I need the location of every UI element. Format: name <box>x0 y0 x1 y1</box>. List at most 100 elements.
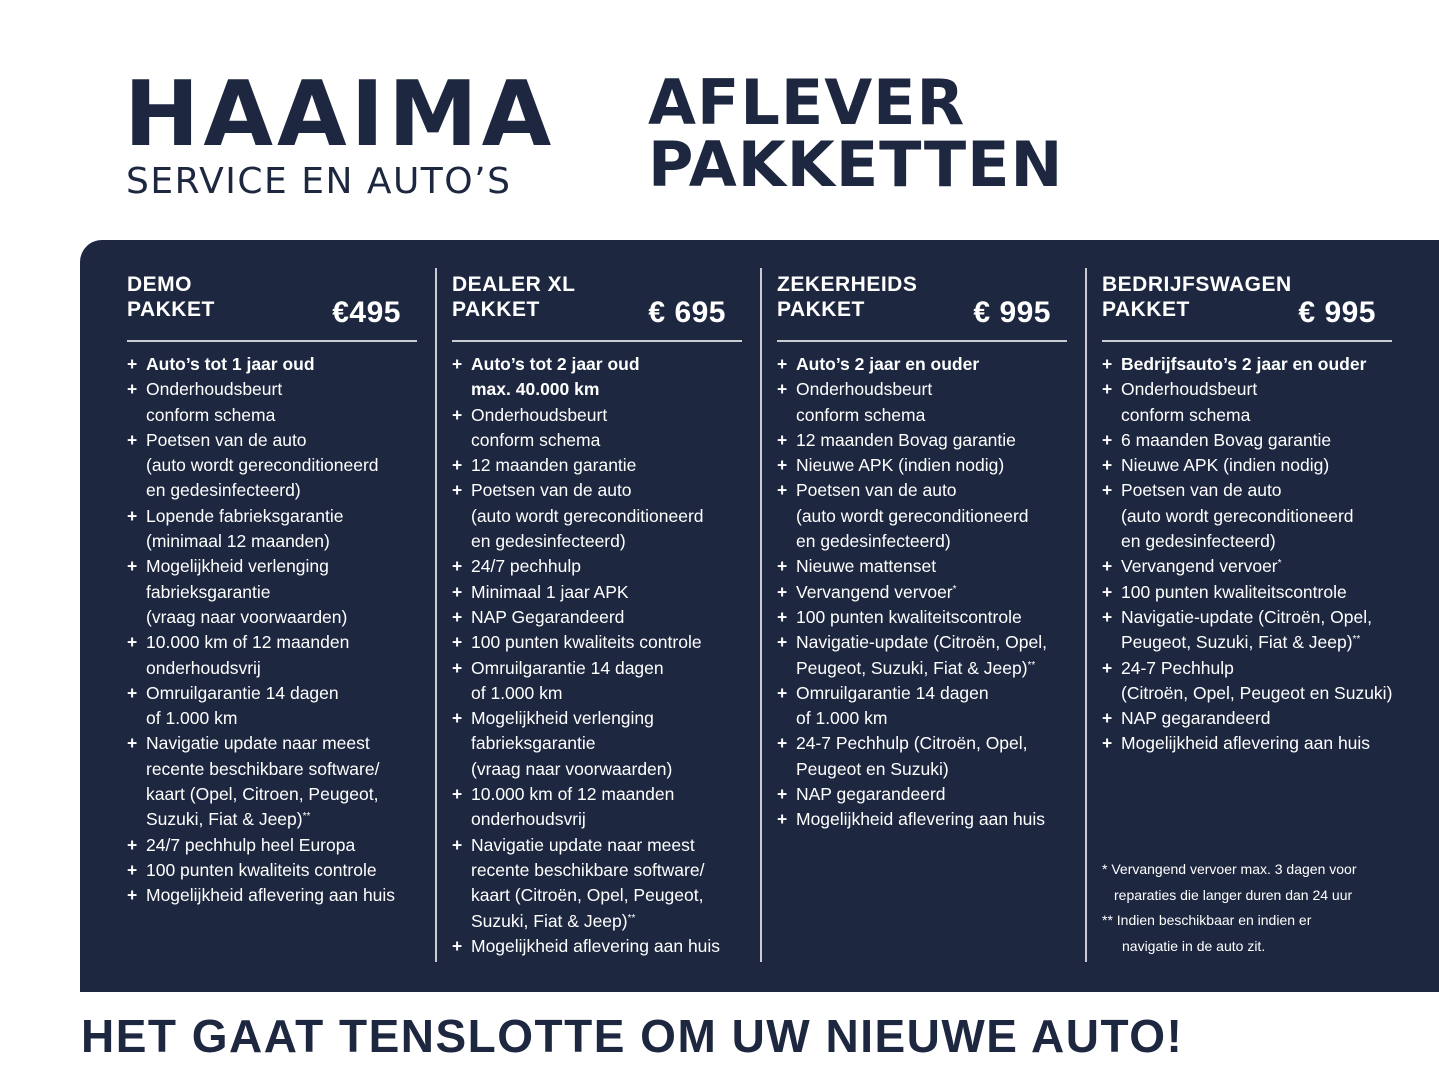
feature-text: NAP gegarandeerd <box>796 784 946 805</box>
plus-icon: + <box>452 404 463 425</box>
feature-text: Peugeot, Suzuki, Fiat & Jeep) <box>796 657 1028 678</box>
feature-text: en gedesinfecteerd) <box>1121 531 1276 552</box>
feature-item-continued: max. 40.000 km <box>452 377 742 402</box>
package-name: ZEKERHEIDS PAKKET <box>777 273 918 321</box>
package-name: DEALER XL PAKKET <box>452 273 576 321</box>
plus-icon: + <box>777 733 788 754</box>
feature-item: + NAP Gegarandeerd <box>452 605 742 630</box>
feature-item: + NAP gegarandeerd <box>777 782 1067 807</box>
plus-icon: + <box>127 505 138 526</box>
feature-item: + Omruilgarantie 14 dagen <box>777 681 1067 706</box>
plus-icon: + <box>452 354 463 374</box>
feature-text: en gedesinfecteerd) <box>146 480 301 501</box>
feature-item-continued: conform schema <box>1102 403 1392 428</box>
plus-icon: + <box>1102 480 1113 501</box>
page-title-line1: AFLEVER <box>648 66 966 139</box>
feature-text: Poetsen van de auto <box>1121 480 1282 501</box>
package-header: BEDRIJFSWAGEN PAKKET € 995 <box>1102 272 1392 342</box>
plus-icon: + <box>777 455 788 476</box>
feature-item: +12 maanden Bovag garantie <box>777 428 1067 453</box>
plus-icon: + <box>1102 581 1113 602</box>
feature-item-continued: (auto wordt gereconditioneerd <box>777 504 1067 529</box>
feature-text: 24-7 Pechhulp <box>1121 657 1234 678</box>
feature-item: + Mogelijkheid aflevering aan huis <box>452 934 742 959</box>
feature-item-continued: kaart (Citroën, Opel, Peugeot, <box>452 883 742 908</box>
footnote-marker: * <box>1277 558 1282 570</box>
plus-icon: + <box>127 354 138 374</box>
feature-item-continued: en gedesinfecteerd) <box>127 478 417 503</box>
feature-item: + Vervangend vervoer* <box>777 580 1067 605</box>
feature-item: + Onderhoudsbeurt <box>452 403 742 428</box>
feature-text: Omruilgarantie 14 dagen <box>796 682 989 703</box>
feature-text: Auto’s tot 1 jaar oud <box>146 354 315 374</box>
feature-text: conform schema <box>796 404 926 425</box>
package-price: € 695 <box>648 296 726 329</box>
feature-text: Peugeot en Suzuki) <box>796 758 949 779</box>
plus-icon: + <box>127 632 138 653</box>
feature-text: (auto wordt gereconditioneerd <box>471 505 704 526</box>
package-features: + Auto’s 2 jaar en ouder + Onderhoudsbeurt c… <box>777 352 1067 833</box>
footnote-marker: ** <box>1352 634 1361 646</box>
feature-item-continued: conform schema <box>777 403 1067 428</box>
plus-icon: + <box>777 556 788 577</box>
feature-text: Navigatie update naar meest <box>471 834 695 855</box>
feature-text: Navigatie update naar meest <box>146 733 370 754</box>
plus-icon: + <box>777 429 788 450</box>
plus-icon: + <box>777 379 788 400</box>
feature-item: + Auto’s tot 1 jaar oud <box>127 352 417 377</box>
feature-text: Onderhoudsbeurt <box>471 404 608 425</box>
package-column: DEALER XL PAKKET € 695 + Auto’s tot 2 jaar … <box>452 268 742 959</box>
plus-icon: + <box>777 784 788 805</box>
feature-item: + Mogelijkheid aflevering aan huis <box>127 883 417 908</box>
feature-text: recente beschikbare software/ <box>146 758 380 779</box>
feature-text: Peugeot, Suzuki, Fiat & Jeep) <box>1121 632 1353 653</box>
feature-item: + Onderhoudsbeurt <box>1102 377 1392 402</box>
plus-icon: + <box>452 935 463 956</box>
feature-text: Nieuwe APK (indien nodig) <box>796 455 1005 476</box>
feature-item: + Poetsen van de auto <box>127 428 417 453</box>
plus-icon: + <box>777 480 788 501</box>
feature-text: Navigatie-update (Citroën, Opel, <box>1121 606 1372 627</box>
feature-text: of 1.000 km <box>796 708 888 729</box>
feature-item: +10.000 km of 12 maanden <box>452 782 742 807</box>
feature-text: Poetsen van de auto <box>146 429 307 450</box>
feature-text: 24/7 pechhulp heel Europa <box>146 834 356 855</box>
feature-item: + Poetsen van de auto <box>777 478 1067 503</box>
plus-icon: + <box>452 834 463 855</box>
package-features: + Auto’s tot 1 jaar oud + Onderhoudsbeurt co… <box>127 352 417 909</box>
package-price: € 995 <box>973 296 1051 329</box>
feature-item-continued: fabrieksgarantie <box>127 580 417 605</box>
plus-icon: + <box>127 885 138 906</box>
feature-item-continued: Suzuki, Fiat & Jeep)** <box>452 909 742 934</box>
feature-text: Poetsen van de auto <box>796 480 957 501</box>
plus-icon: + <box>1102 429 1113 450</box>
feature-item: + Nieuwe APK (indien nodig) <box>777 453 1067 478</box>
page-title-line2: PAKKETTEN <box>648 128 1064 201</box>
plus-icon: + <box>127 379 138 400</box>
footnote-marker: ** <box>1027 659 1036 671</box>
feature-text: 100 punten kwaliteits controle <box>146 859 377 880</box>
feature-text: recente beschikbare software/ <box>471 859 705 880</box>
package-name: DEMO PAKKET <box>127 273 215 321</box>
feature-item-continued: (vraag naar voorwaarden) <box>452 757 742 782</box>
package-header: DEMO PAKKET €495 <box>127 272 417 342</box>
feature-item: + Onderhoudsbeurt <box>127 377 417 402</box>
package-column: BEDRIJFSWAGEN PAKKET € 995 + Bedrijfsauto’s… <box>1102 268 1392 757</box>
feature-item: + Bedrijfsauto’s 2 jaar en ouder <box>1102 352 1392 377</box>
feature-text: Suzuki, Fiat & Jeep) <box>146 809 303 830</box>
feature-text: 100 punten kwaliteits controle <box>471 632 702 653</box>
plus-icon: + <box>777 581 788 602</box>
feature-item-continued: kaart (Opel, Citroen, Peugeot, <box>127 782 417 807</box>
feature-item: + Auto’s tot 2 jaar oud <box>452 352 742 377</box>
feature-text: Bedrijfsauto’s 2 jaar en ouder <box>1121 354 1367 374</box>
feature-text: Mogelijkheid aflevering aan huis <box>1121 733 1371 754</box>
feature-item: +24/7 pechhulp <box>452 554 742 579</box>
feature-text: Omruilgarantie 14 dagen <box>471 657 664 678</box>
feature-item-continued: recente beschikbare software/ <box>452 858 742 883</box>
column-divider <box>435 268 437 962</box>
feature-text: conform schema <box>146 404 276 425</box>
feature-text: Onderhoudsbeurt <box>1121 379 1258 400</box>
feature-item: +12 maanden garantie <box>452 453 742 478</box>
feature-item: + Navigatie update naar meest <box>452 833 742 858</box>
feature-item: + Minimaal 1 jaar APK <box>452 580 742 605</box>
